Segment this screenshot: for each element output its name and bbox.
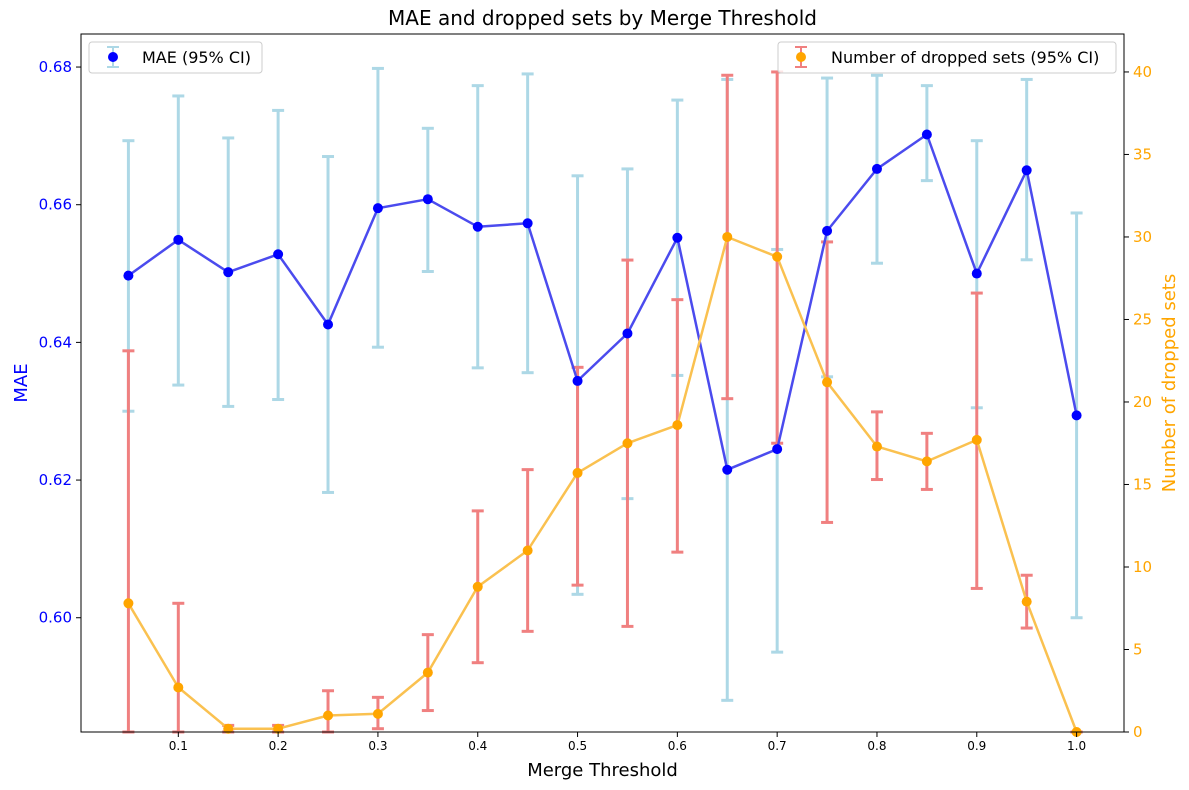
legend-right-label: Number of dropped sets (95% CI)	[831, 48, 1099, 67]
dropped-point	[772, 251, 783, 262]
y-left-tick-label: 0.64	[39, 333, 72, 351]
dropped-point	[422, 667, 433, 678]
mae-errorbars	[122, 66, 1083, 702]
y-left-tick-label: 0.68	[39, 58, 72, 76]
mae-point	[672, 232, 683, 243]
dropped-point	[223, 723, 234, 734]
y-right-tick-label: 35	[1133, 145, 1152, 163]
mae-point	[971, 268, 982, 279]
dropped-line	[127, 235, 1078, 733]
y-right-tick-label: 0	[1133, 723, 1143, 741]
mae-point	[372, 203, 383, 214]
x-tick-label: 0.5	[568, 739, 587, 753]
legend-left-marker	[108, 52, 118, 62]
dropped-point	[173, 682, 184, 693]
mae-point	[622, 328, 633, 339]
y-left-axis-label: MAE	[11, 363, 32, 402]
y-right-axis-label: Number of dropped sets	[1159, 274, 1180, 493]
y-left-tick-label: 0.66	[39, 196, 72, 214]
dropped-point	[372, 708, 383, 719]
mae-point	[223, 267, 234, 278]
dropped-point	[622, 438, 633, 449]
mae-point	[1071, 410, 1082, 421]
mae-point	[772, 444, 783, 455]
x-tick-label: 1.0	[1067, 739, 1086, 753]
x-tick-label: 0.7	[768, 739, 787, 753]
y-right-tick-label: 10	[1133, 558, 1152, 576]
mae-point	[123, 270, 134, 281]
y-right-tick-label: 5	[1133, 640, 1143, 658]
x-axis-ticks: 0.1 0.2 0.3 0.4 0.5 0.6 0.7 0.8 0.9 1.0	[169, 732, 1086, 753]
mae-point	[422, 194, 433, 205]
y-right-tick-label: 30	[1133, 228, 1152, 246]
mae-point	[323, 319, 334, 330]
dropped-point	[971, 434, 982, 445]
legend-right: Number of dropped sets (95% CI)	[777, 41, 1117, 74]
mae-point	[472, 221, 483, 232]
mae-point	[822, 225, 833, 236]
mae-point	[921, 129, 932, 140]
dropped-point	[722, 231, 733, 242]
y-left-axis-ticks: 0.60 0.62 0.64 0.66 0.68	[39, 58, 81, 627]
y-right-tick-label: 40	[1133, 63, 1152, 81]
y-left-tick-label: 0.62	[39, 471, 72, 489]
chart-title: MAE and dropped sets by Merge Threshold	[388, 6, 817, 30]
legend-left-box	[88, 41, 263, 74]
dropped-point	[472, 581, 483, 592]
x-tick-label: 0.4	[468, 739, 487, 753]
y-right-axis-ticks: 0 5 10 15 20 25 30 35 40	[1124, 63, 1152, 741]
series-lines	[127, 133, 1078, 733]
dropped-point	[273, 723, 284, 734]
plot-frame	[80, 33, 1125, 733]
mae-point	[522, 218, 533, 229]
x-tick-label: 0.6	[668, 739, 687, 753]
x-tick-label: 0.3	[368, 739, 387, 753]
y-right-tick-label: 15	[1133, 475, 1152, 493]
series-markers	[123, 129, 1082, 737]
dropped-point	[572, 467, 583, 478]
x-tick-label: 0.9	[967, 739, 986, 753]
mae-point	[572, 375, 583, 386]
x-tick-label: 0.1	[169, 739, 188, 753]
dropped-point	[672, 420, 683, 431]
y-right-tick-label: 25	[1133, 310, 1152, 328]
legend-left-label: MAE (95% CI)	[142, 48, 251, 67]
mae-point	[173, 234, 184, 245]
dropped-point	[871, 441, 882, 452]
dropped-point	[1021, 596, 1032, 607]
legend-left: MAE (95% CI)	[88, 41, 263, 74]
legend-right-box	[777, 41, 1117, 74]
mae-point	[273, 249, 284, 260]
mae-point	[722, 464, 733, 475]
y-left-tick-label: 0.60	[39, 609, 72, 627]
legend-right-marker	[796, 52, 806, 62]
dropped-point	[123, 598, 134, 609]
y-right-tick-label: 20	[1133, 393, 1152, 411]
dropped-point	[323, 710, 334, 721]
dropped-point	[522, 545, 533, 556]
dropped-point	[921, 456, 932, 467]
x-tick-label: 0.8	[867, 739, 886, 753]
mae-point	[1021, 165, 1032, 176]
x-tick-label: 0.2	[269, 739, 288, 753]
dropped-errorbars	[122, 70, 1083, 734]
mae-line	[127, 133, 1078, 471]
dropped-point	[822, 377, 833, 388]
mae-point	[871, 163, 882, 174]
x-axis-label: Merge Threshold	[527, 760, 678, 781]
